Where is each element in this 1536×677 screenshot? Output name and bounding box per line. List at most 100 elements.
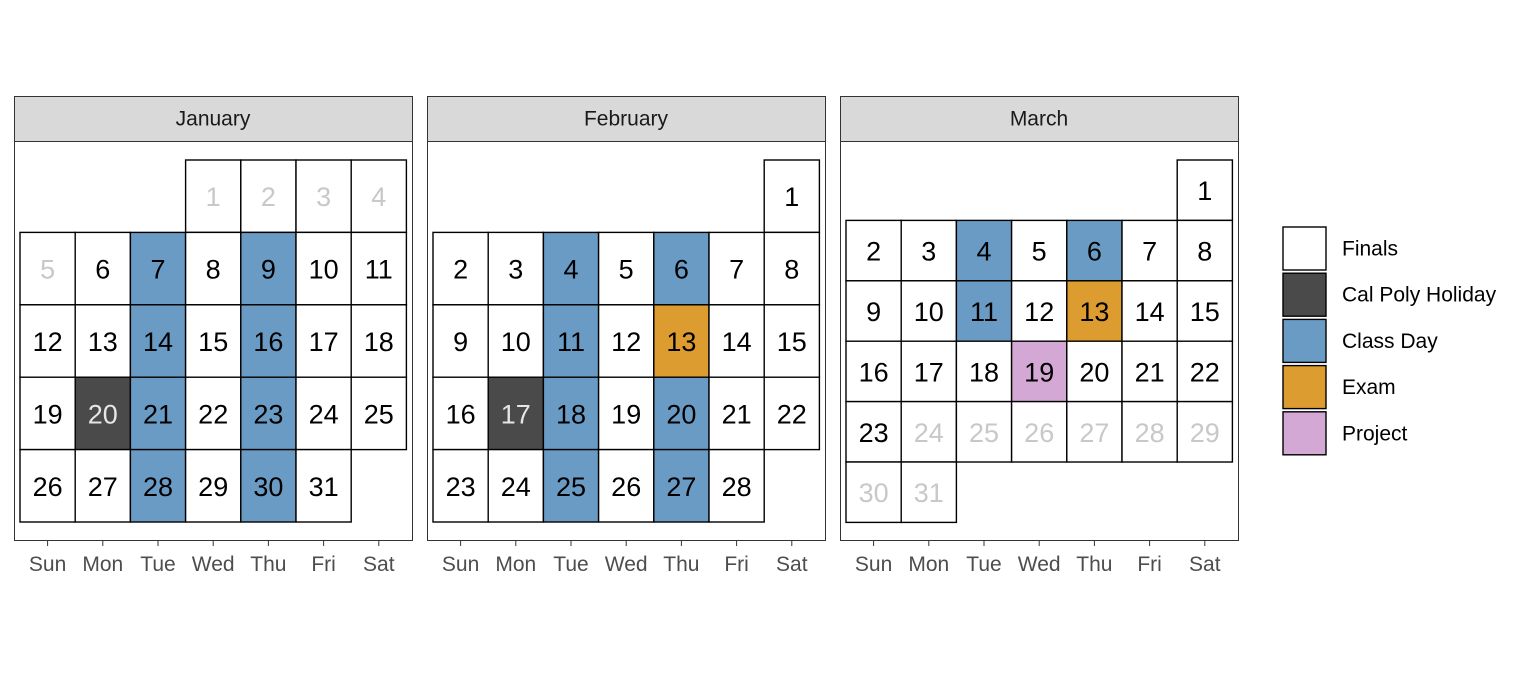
day-number: 18	[969, 357, 999, 387]
day-number: 1	[784, 182, 799, 212]
day-cell-february	[763, 376, 821, 451]
day-cell-february	[432, 376, 489, 451]
legend-label-project: Project	[1342, 422, 1408, 445]
day-cell-february	[653, 376, 710, 451]
x-tick-label: Sat	[1189, 553, 1221, 576]
day-cell-february	[432, 231, 489, 306]
day-number: 28	[1135, 418, 1165, 448]
legend-key-cal-poly-holiday	[1282, 272, 1327, 317]
day-cell-january	[74, 376, 132, 451]
day-number: 24	[309, 399, 339, 429]
day-cell-march	[1176, 219, 1234, 282]
legend-label-exam: Exam	[1342, 376, 1396, 399]
day-number: 12	[33, 327, 63, 357]
day-cell-march	[1176, 280, 1234, 342]
day-number: 14	[722, 327, 752, 357]
day-cell-february	[708, 376, 765, 451]
legend-label-class-day: Class Day	[1342, 330, 1438, 353]
day-number: 9	[261, 255, 276, 285]
day-number: 8	[1197, 237, 1212, 267]
day-number: 10	[914, 297, 944, 327]
strip-march	[840, 96, 1239, 142]
day-cell-february	[487, 231, 545, 306]
day-number: 30	[859, 478, 889, 508]
x-tick-label: Thu	[1076, 553, 1112, 576]
day-number: 26	[611, 472, 641, 502]
day-cell-january	[240, 448, 297, 523]
legend-key-project	[1282, 411, 1327, 456]
day-cell-january	[184, 159, 242, 234]
day-number: 31	[914, 478, 944, 508]
legend-key-finals	[1282, 226, 1327, 271]
day-number: 2	[453, 255, 468, 285]
day-cell-february	[653, 448, 710, 523]
day-number: 16	[859, 357, 889, 387]
day-cell-march	[1176, 159, 1234, 222]
x-tick-label: Wed	[605, 553, 648, 576]
x-tick-label: Mon	[82, 553, 123, 576]
day-number: 29	[198, 472, 228, 502]
day-number: 10	[309, 255, 339, 285]
day-cell-february	[487, 376, 545, 451]
day-number: 6	[1087, 237, 1102, 267]
day-cell-march	[900, 400, 958, 463]
day-number: 15	[198, 327, 228, 357]
day-number: 5	[40, 255, 55, 285]
x-tick-label: Wed	[1018, 553, 1061, 576]
day-cell-january	[74, 448, 132, 523]
day-number: 3	[921, 237, 936, 267]
strip-label-february: February	[584, 108, 669, 131]
day-number: 31	[309, 472, 339, 502]
day-number: 20	[1079, 357, 1109, 387]
day-cell-march	[955, 340, 1013, 403]
day-number: 22	[198, 399, 228, 429]
day-cell-january	[19, 448, 76, 523]
day-number: 5	[1032, 237, 1047, 267]
day-number: 2	[866, 237, 881, 267]
day-number: 26	[1024, 418, 1054, 448]
day-cell-february	[763, 304, 821, 378]
day-number: 4	[563, 255, 578, 285]
day-cell-march	[1121, 219, 1178, 282]
x-tick-label: Tue	[553, 553, 588, 576]
day-number: 3	[316, 182, 331, 212]
day-number: 12	[1024, 297, 1054, 327]
day-number: 9	[453, 327, 468, 357]
day-number: 9	[866, 297, 881, 327]
day-number: 11	[365, 255, 393, 285]
day-cell-january	[184, 304, 242, 378]
x-tick-label: Sat	[363, 553, 395, 576]
day-number: 10	[501, 327, 531, 357]
day-number: 25	[556, 472, 586, 502]
day-number: 17	[914, 357, 944, 387]
day-number: 16	[253, 327, 283, 357]
day-cell-january	[184, 231, 242, 306]
day-number: 2	[261, 182, 276, 212]
x-tick-label: Thu	[663, 553, 699, 576]
strip-january	[14, 96, 413, 142]
day-number: 6	[95, 255, 110, 285]
day-number: 5	[619, 255, 634, 285]
day-cell-march	[845, 461, 902, 524]
day-cell-january	[295, 231, 352, 306]
x-tick-label: Thu	[250, 553, 286, 576]
day-number: 3	[508, 255, 523, 285]
day-cell-february	[542, 376, 600, 451]
day-number: 11	[970, 297, 998, 327]
day-cell-january	[74, 304, 132, 378]
day-number: 30	[253, 472, 283, 502]
day-number: 13	[666, 327, 696, 357]
day-number: 18	[556, 399, 586, 429]
day-cell-january	[295, 448, 352, 523]
day-number: 15	[1190, 297, 1220, 327]
day-cell-january	[129, 304, 187, 378]
day-number: 13	[88, 327, 118, 357]
day-cell-march	[1066, 219, 1123, 282]
day-number: 25	[364, 399, 394, 429]
day-number: 29	[1190, 418, 1220, 448]
day-number: 7	[1142, 237, 1157, 267]
day-number: 17	[309, 327, 339, 357]
day-cell-january	[184, 448, 242, 523]
legend-key-class-day	[1282, 318, 1327, 364]
day-cell-january	[74, 231, 132, 306]
